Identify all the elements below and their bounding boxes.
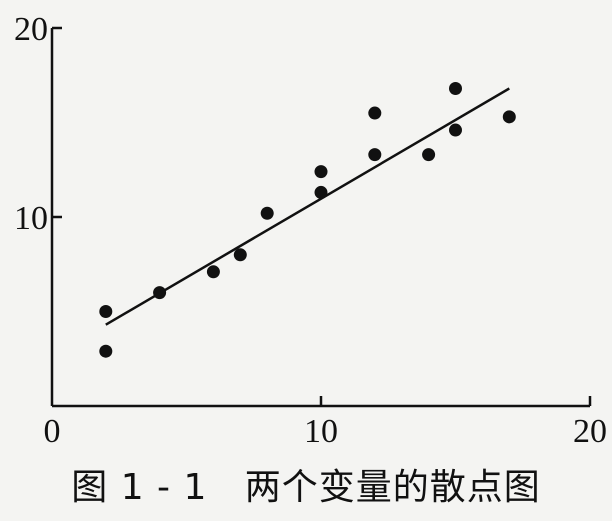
data-point <box>368 148 382 162</box>
data-point <box>368 106 382 120</box>
data-point <box>99 305 113 318</box>
data-point <box>206 265 220 279</box>
data-point <box>99 344 113 358</box>
figure-caption: 图 1 - 1 两个变量的散点图 <box>71 467 541 508</box>
axes <box>50 28 590 408</box>
data-point <box>449 123 462 137</box>
scatter-chart: 0 10 20 10 20 <box>14 11 607 450</box>
data-point <box>233 248 247 262</box>
fit-line-group <box>105 87 510 326</box>
data-point <box>314 165 328 179</box>
x-tick-label: 20 <box>573 413 607 450</box>
points-group <box>99 81 516 358</box>
ticks: 0 10 20 10 20 <box>14 11 607 450</box>
data-point <box>314 185 328 199</box>
data-point <box>449 81 462 95</box>
x-tick-label: 0 <box>44 413 61 450</box>
data-point <box>260 206 274 220</box>
data-point <box>153 286 167 300</box>
y-tick-label: 10 <box>14 200 48 237</box>
fit-line <box>105 87 510 326</box>
x-tick-label: 10 <box>304 413 338 450</box>
data-point <box>502 110 516 124</box>
y-tick-label: 20 <box>14 11 48 48</box>
data-point <box>422 148 436 162</box>
